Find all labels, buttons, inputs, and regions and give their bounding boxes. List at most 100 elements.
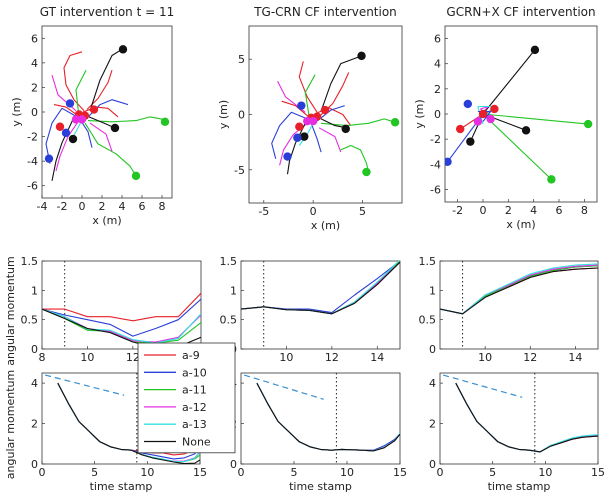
legend: a-9 a-10 a-11 a-12 a-13 None <box>137 342 236 454</box>
trajectory-endpoint <box>160 117 170 127</box>
legend-label: a-13 <box>182 418 207 431</box>
chart_data-momentum_zoom-2-xtick-label: 12 <box>523 351 537 364</box>
trajectory-endpoint <box>473 117 483 126</box>
trajectory-path <box>482 113 552 180</box>
trajectory-endpoint <box>490 104 499 114</box>
traj1-plot-area <box>271 51 400 177</box>
chart_data-momentum_full-0-ytick-label: 2 <box>31 418 38 431</box>
trajectory-endpoint <box>293 133 302 142</box>
traj1-xtick-label: 0 <box>310 205 317 218</box>
traj2-xtick-label: -2 <box>452 204 463 217</box>
chart_data-momentum_full-2-xtick-label: 0 <box>437 466 444 479</box>
momentum-series-a-9 <box>42 292 201 322</box>
chart_data-momentum_full-1-xtick-label: 10 <box>340 466 354 479</box>
trajectory-endpoint <box>320 105 330 115</box>
trajectory-endpoint <box>61 128 71 138</box>
traj2-ytick-label: -4 <box>430 158 441 171</box>
trajectory-endpoint <box>118 45 128 54</box>
chart_data-momentum_zoom-2-ytick-label: 1.5 <box>419 255 437 268</box>
momentum-plot-area <box>42 261 201 349</box>
trajectory-endpoint <box>466 137 475 146</box>
x-axis-label: x (m) <box>506 218 535 231</box>
trajectory-endpoint <box>55 122 65 131</box>
legend-label: a-10 <box>182 366 207 379</box>
traj1-ytick-label: 5 <box>238 53 245 66</box>
chart_data-momentum_full-2-frame <box>439 372 599 465</box>
x-axis-label: x (m) <box>311 219 340 232</box>
chart_data-momentum_zoom-2-ytick-label: 0.5 <box>419 314 437 327</box>
trajectory-path <box>63 51 85 112</box>
chart_data-momentum_full-2-ytick-label: 2 <box>429 418 436 431</box>
trajectory-endpoint <box>390 118 400 127</box>
panel-title: GCRN+X CF intervention <box>446 5 595 19</box>
traj0-xtick-label: 0 <box>79 200 86 213</box>
trajectory-path <box>316 105 345 122</box>
trajectory-endpoint <box>456 124 465 134</box>
chart_data-momentum_zoom-1-ytick-label: 1 <box>230 284 237 297</box>
chart_data-momentum_full-2-ytick-label: 4 <box>429 377 436 390</box>
trajectory-endpoint <box>110 123 120 133</box>
chart_data-momentum_zoom-1-ytick-label: 1.5 <box>220 255 238 268</box>
chart_data-momentum_zoom-0-xtick-label: 8 <box>39 351 46 364</box>
chart_data-momentum_full-1-xtick-label: 5 <box>291 466 298 479</box>
trajectory-endpoint <box>445 157 452 166</box>
momentum-series-None <box>57 382 200 464</box>
chart_data-momentum_full-0-xtick-label: 0 <box>39 466 46 479</box>
traj0-xtick-label: 2 <box>99 200 106 213</box>
trajectory-path <box>286 123 306 175</box>
panel-title: TG-CRN CF intervention <box>253 5 397 19</box>
trajectory-endpoint <box>65 99 75 108</box>
chart_data-momentum_full-0-ytick-label: 4 <box>31 377 38 390</box>
chart_data-momentum_zoom-2-ytick-label: 1 <box>429 284 436 297</box>
chart_data-momentum_zoom-0-xtick-label: 10 <box>80 351 94 364</box>
chart_data-momentum_full-2-xtick-label: 15 <box>591 466 605 479</box>
x-axis-label: time stamp <box>90 480 153 493</box>
chart_data-momentum_zoom-1-xtick-label: 10 <box>279 351 293 364</box>
x-axis-label: time stamp <box>289 480 352 493</box>
trajectory-path <box>298 61 318 113</box>
legend-label: a-9 <box>182 349 200 362</box>
chart_data-momentum_full-2-ytick-label: 0 <box>429 458 436 471</box>
trajectory-path <box>82 106 119 118</box>
chart_data-momentum_zoom-0-ytick-label: 0.5 <box>21 314 39 327</box>
traj2-ytick-label: -2 <box>430 133 441 146</box>
legend-label: a-12 <box>182 401 207 414</box>
trajectory-endpoint <box>44 154 54 163</box>
chart_data-momentum_zoom-1-ytick-label: 0.5 <box>220 314 238 327</box>
trajectory-path <box>320 56 359 112</box>
y-axis-label: y (m) <box>10 97 23 126</box>
chart_data-momentum_zoom-0-ytick-label: 1 <box>31 284 38 297</box>
y-axis-label: angular momentum <box>4 370 17 479</box>
traj0-xtick-label: -4 <box>37 200 48 213</box>
traj1-xtick-label: 5 <box>359 205 366 218</box>
trajectory-endpoint <box>77 115 87 124</box>
trend-dashed-line <box>244 374 324 400</box>
traj0-xtick-label: 6 <box>139 200 146 213</box>
chart_data-momentum_zoom-2-ytick-label: 0 <box>429 343 436 356</box>
chart_data-momentum_zoom-0-ytick-label: 1.5 <box>21 255 39 268</box>
y-axis-label: y (m) <box>217 100 230 129</box>
trajectory-endpoint <box>131 171 141 181</box>
chart_data-momentum_zoom-0-ytick-label: 0 <box>31 343 38 356</box>
trend-dashed-line <box>45 374 125 396</box>
traj0-ytick-label: 2 <box>31 81 38 94</box>
traj0-ytick-label: -2 <box>27 131 38 144</box>
chart_data-momentum_full-0-xtick-label: 15 <box>193 466 207 479</box>
traj2-ytick-label: 0 <box>434 108 441 121</box>
trajectory-endpoint <box>357 51 366 61</box>
trajectory-endpoint <box>583 119 593 129</box>
trajectory-path <box>304 74 316 117</box>
trajectory-path <box>84 122 137 177</box>
y-axis-label: angular momentum <box>4 256 17 365</box>
chart_data-momentum_zoom-2-xtick-label: 10 <box>478 351 492 364</box>
traj1-panel: -5 0 5 -5 0 5 TG-CRN CF intervention x (m) y (m) <box>217 5 403 232</box>
trajectory-path <box>482 49 536 115</box>
y-axis-label: y (m) <box>413 99 426 128</box>
trajectory-path <box>53 104 79 117</box>
trajectory-endpoint <box>463 99 472 109</box>
trajectory-path <box>281 100 312 120</box>
traj2-panel: -2 0 2 4 6 8 -6 -4 -2 0 2 4 6 GCRN+X CF intervention x… <box>413 5 598 231</box>
traj2-plot-area <box>445 45 593 184</box>
